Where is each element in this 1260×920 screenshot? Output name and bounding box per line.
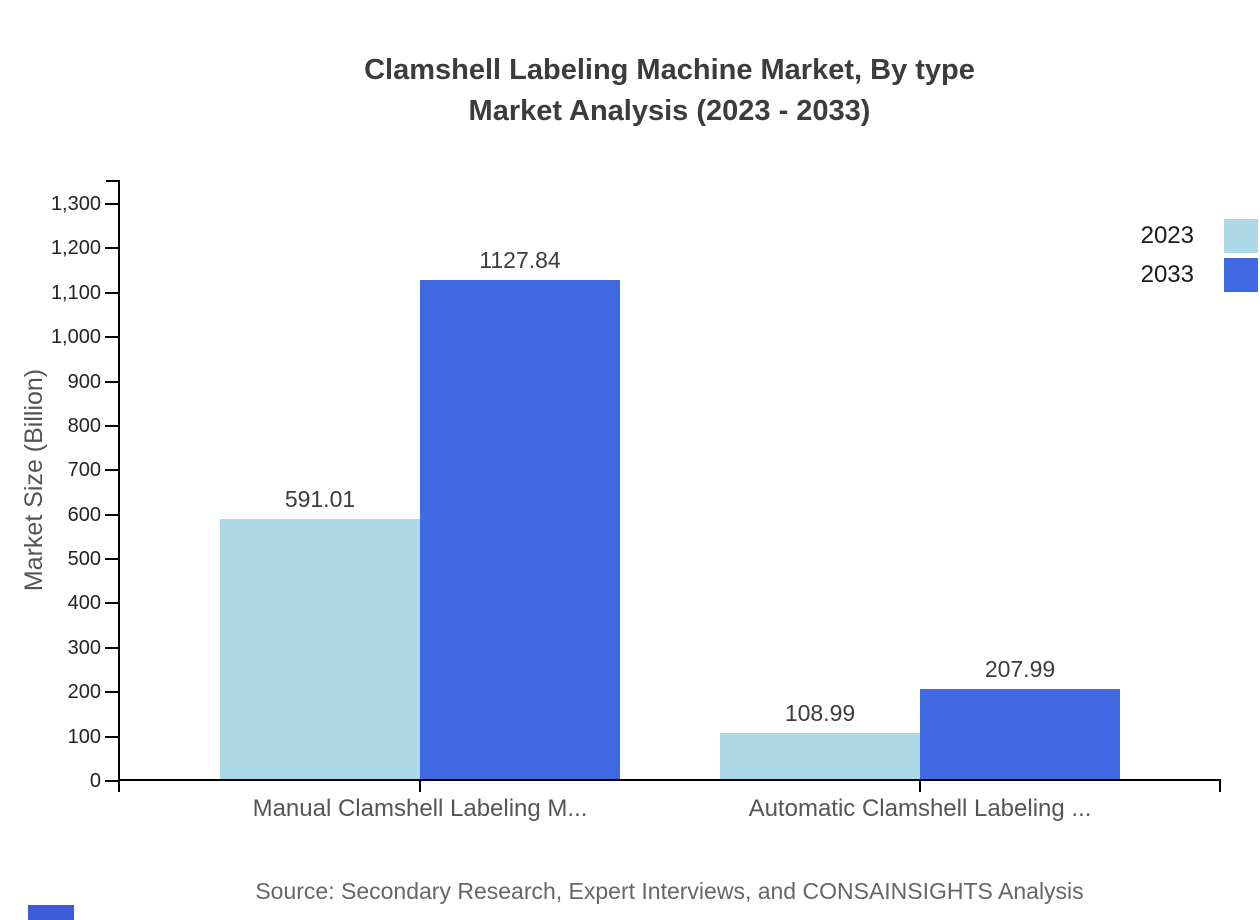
y-tick-label: 800 <box>67 414 101 437</box>
y-tick <box>105 203 119 205</box>
x-tick <box>919 781 921 792</box>
category-label: Manual Clamshell Labeling M... <box>252 795 588 822</box>
y-tick-label: 500 <box>67 548 101 571</box>
bar-2033 <box>920 688 1120 779</box>
y-tick-label: 300 <box>67 636 101 659</box>
y-axis-line <box>118 180 120 792</box>
y-tick <box>105 380 119 383</box>
x-axis-line <box>118 779 1221 781</box>
y-tick-label: 0 <box>89 770 101 792</box>
y-tick-label: 400 <box>67 592 101 615</box>
y-tick <box>105 513 119 516</box>
brand-logo-mark <box>28 905 74 920</box>
chart-title-line2: Market Analysis (2023 - 2033) <box>468 95 871 127</box>
y-tick-label: 1,300 <box>50 193 101 215</box>
bar-2033 <box>420 280 620 779</box>
y-tick <box>105 602 119 605</box>
y-tick <box>105 247 119 250</box>
y-tick <box>105 336 119 339</box>
x-tick <box>419 781 421 792</box>
legend-label-2023: 2023 <box>1140 222 1194 249</box>
chart-title-line1: Clamshell Labeling Machine Market, By ty… <box>364 54 975 86</box>
y-tick <box>105 735 119 738</box>
y-tick-label: 200 <box>67 681 101 704</box>
y-tick <box>105 646 119 649</box>
source-note: Source: Secondary Research, Expert Inter… <box>255 878 1084 904</box>
y-tick-label: 100 <box>67 725 101 748</box>
y-axis-top-cap <box>106 180 119 182</box>
value-label: 591.01 <box>284 485 356 512</box>
y-tick-label: 700 <box>67 459 101 482</box>
y-tick <box>105 780 119 782</box>
y-tick <box>105 291 119 294</box>
category-label: Automatic Clamshell Labeling ... <box>748 795 1092 822</box>
y-tick <box>105 691 119 694</box>
x-axis-right-cap <box>1219 779 1221 792</box>
y-tick-label: 900 <box>67 370 101 393</box>
legend-swatch-2033 <box>1224 258 1258 292</box>
value-label: 1127.84 <box>479 247 561 274</box>
y-axis-title: Market Size (Billion) <box>20 368 48 592</box>
chart-title: Clamshell Labeling Machine Market, By ty… <box>119 50 1220 132</box>
y-tick <box>105 469 119 472</box>
y-tick-label: 1,000 <box>50 326 101 349</box>
bar-2023 <box>720 732 920 779</box>
y-tick-label: 1,200 <box>50 237 101 260</box>
y-tick-label: 1,100 <box>50 281 101 304</box>
y-tick <box>105 558 119 561</box>
legend-swatch-2023 <box>1224 219 1258 253</box>
legend-label-2033: 2033 <box>1140 261 1194 288</box>
y-tick <box>105 424 119 427</box>
y-tick-label: 600 <box>67 503 101 526</box>
value-label: 207.99 <box>984 655 1056 682</box>
bar-2023 <box>220 518 420 779</box>
value-label: 108.99 <box>784 699 856 726</box>
